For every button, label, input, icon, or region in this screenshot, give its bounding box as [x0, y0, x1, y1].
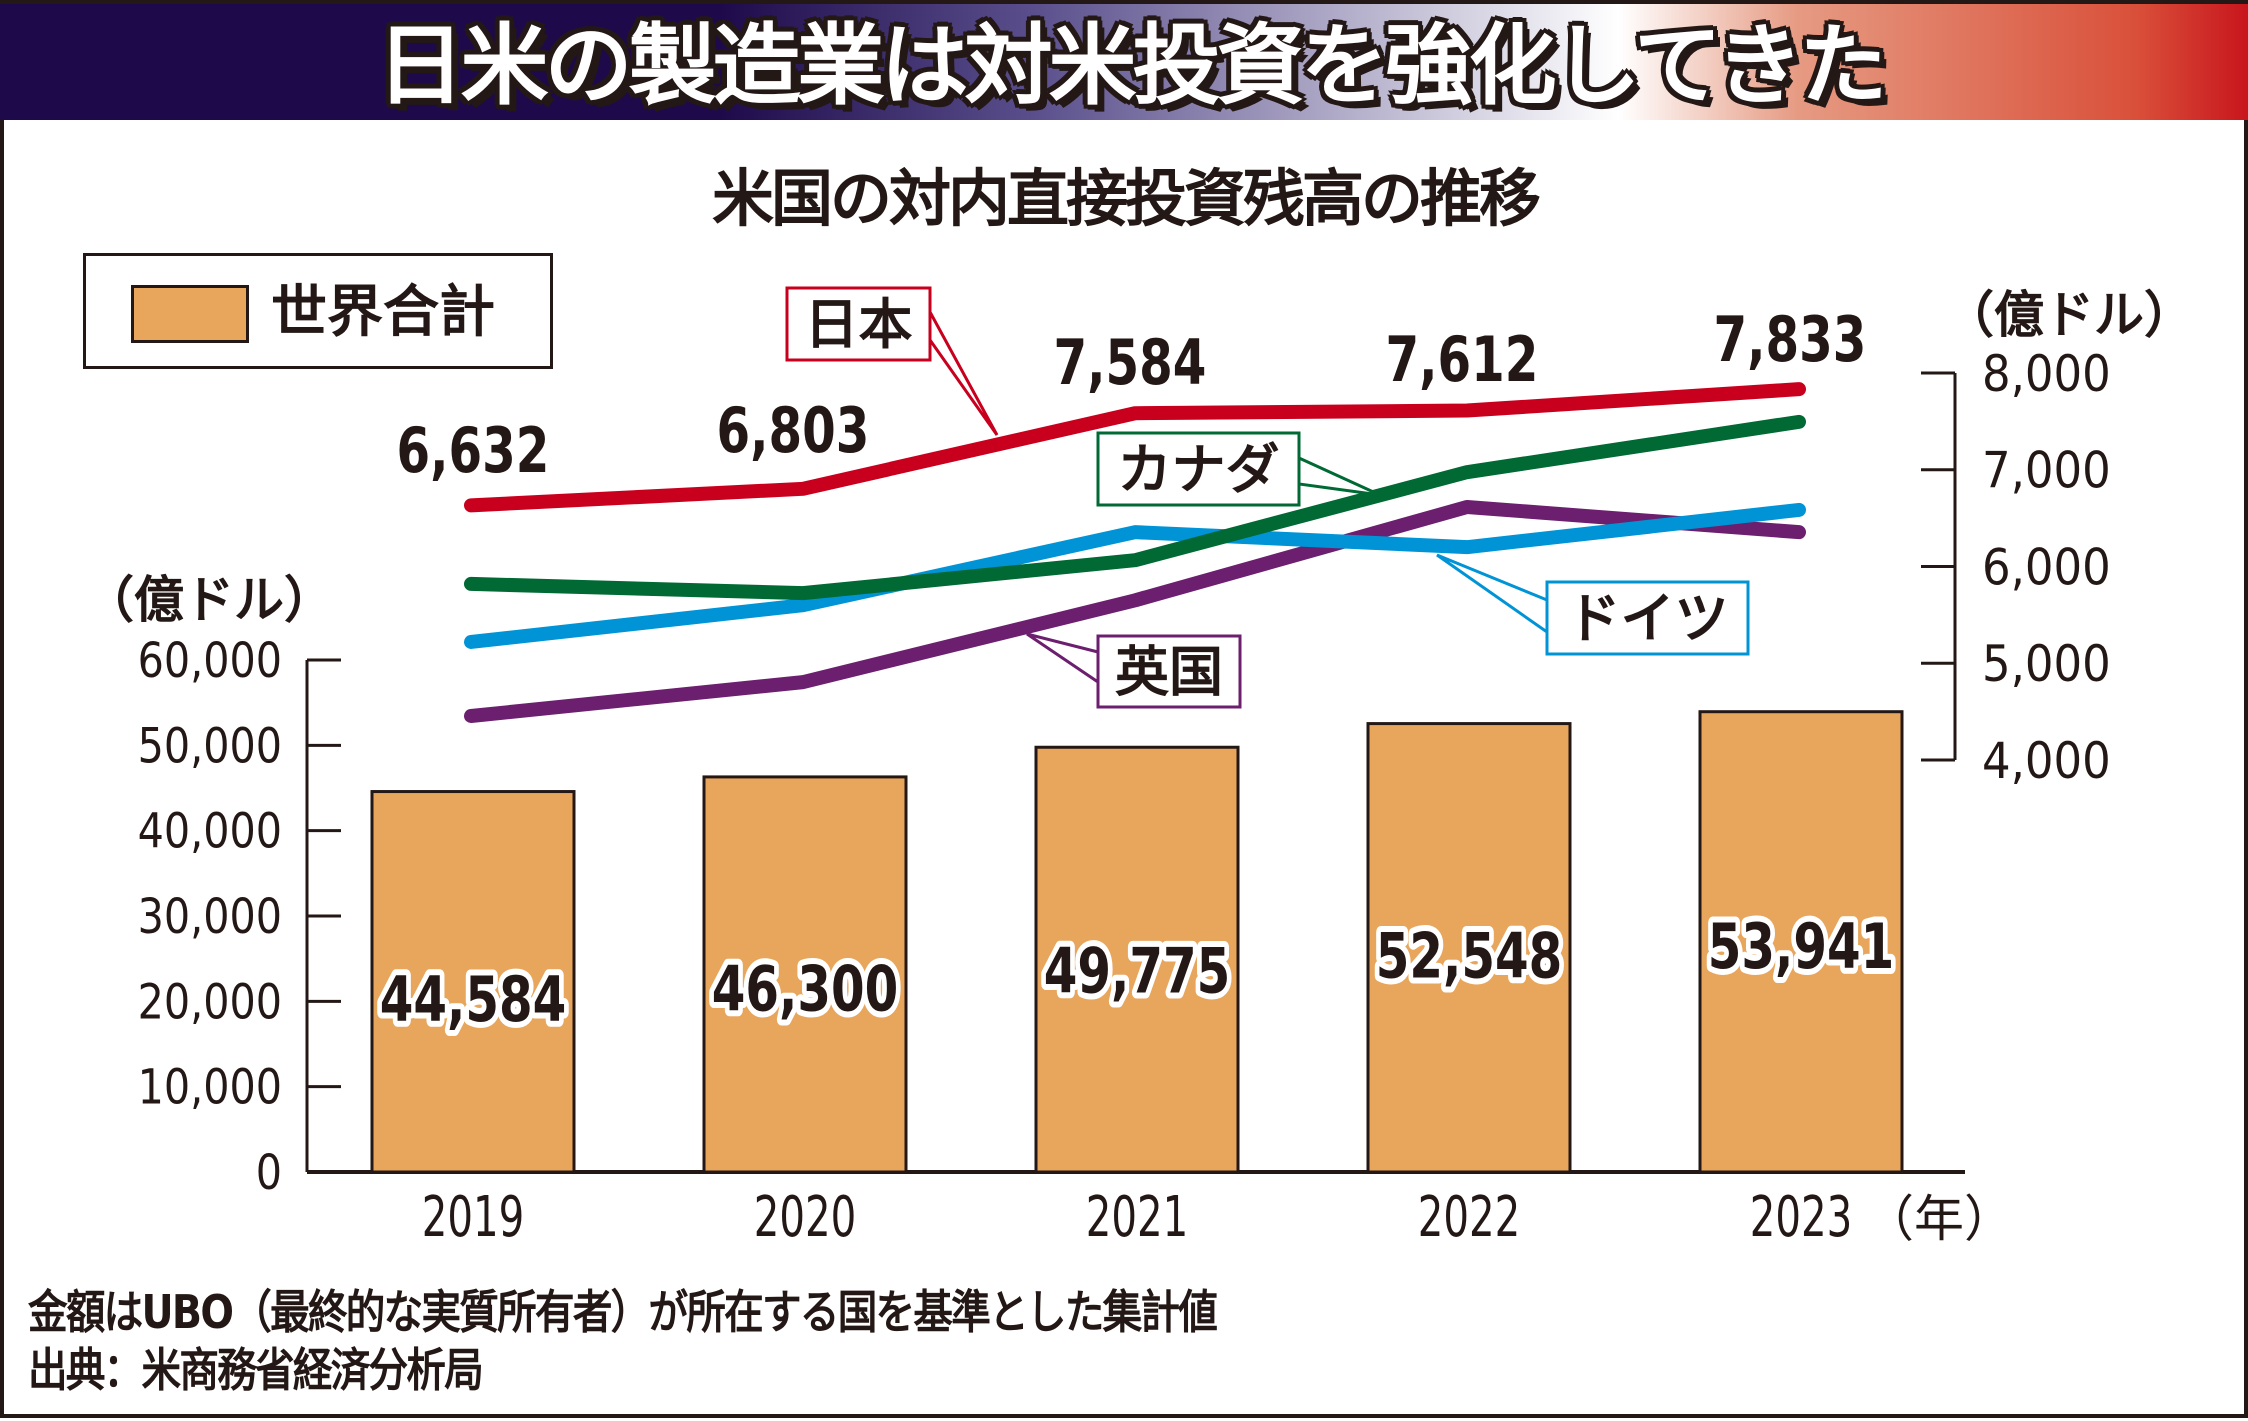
headline-title: 日米の製造業は対米投資を強化してきた [376, 14, 1888, 117]
x-tick-label: 2022 [1418, 1184, 1521, 1249]
source-note: 出典：米商務省経済分析局 [28, 1343, 484, 1397]
japan-value-label: 7,612 [1386, 324, 1539, 396]
right-axis-tick-label: 6,000 [1982, 539, 2111, 597]
bar-value-label: 46,300 [712, 953, 899, 1025]
line-series [464, 382, 1806, 723]
line-canada [464, 414, 1806, 601]
legend-label-world-total: 世界合計 [271, 280, 495, 345]
callout-pointer-uk [1026, 632, 1100, 685]
bar-world-total [1366, 722, 1572, 1174]
left-axis-unit: （億ドル） [84, 571, 334, 629]
left-axis-tick-label: 20,000 [138, 973, 282, 1030]
japan-value-label: 7,833 [1714, 304, 1867, 376]
x-tick-label: 2021 [1086, 1184, 1189, 1249]
x-tick-label: 2019 [422, 1184, 525, 1249]
left-axis-tick-label: 30,000 [138, 888, 282, 945]
right-axis-tick-label: 7,000 [1982, 443, 2111, 501]
callout-box-germany [1545, 580, 1750, 656]
right-axis-unit: （億ドル） [1944, 286, 2194, 344]
left-axis-tick-label: 10,000 [138, 1059, 282, 1116]
bar-world-total [1698, 710, 1904, 1174]
callout-label-germany: ドイツ [1567, 587, 1729, 650]
left-axis-tick-label: 50,000 [138, 717, 282, 774]
footnote: 金額はUBO（最終的な実質所有者）が所在する国を基準とした集計値 [28, 1285, 1218, 1339]
x-axis-unit: （年） [1864, 1190, 2014, 1248]
japan-value-label: 6,803 [717, 395, 870, 467]
left-axis-tick-label: 60,000 [138, 632, 282, 689]
bar-world-total [702, 775, 908, 1174]
left-axis-tick-label: 0 [256, 1144, 282, 1201]
right-axis-tick-label: 4,000 [1982, 733, 2111, 791]
left-axis-tick-label: 40,000 [138, 803, 282, 860]
line-germany [464, 502, 1806, 649]
x-tick-label: 2020 [754, 1184, 857, 1249]
x-axis: 2019 2020 2021 2022 2023 （年） [422, 1184, 2014, 1249]
callout-pointer-canada [1297, 455, 1381, 497]
right-axis: 4,000 5,000 6,000 7,000 8,000（億ドル） [1921, 286, 2194, 791]
legend: 世界合計 [83, 253, 553, 369]
japan-value-label: 6,632 [397, 415, 550, 487]
callout-label-japan: 日本 [805, 293, 913, 356]
bar-value-label: 49,775 [1044, 936, 1231, 1008]
line-japan [464, 382, 1806, 513]
right-axis-tick-label: 8,000 [1982, 346, 2111, 404]
callout-label-uk: 英国 [1115, 641, 1223, 704]
bar-world-total [370, 790, 576, 1174]
x-tick-label: 2023 [1750, 1184, 1853, 1249]
bar-series: 44,584 46,300 49,775 52,548 53,941 [370, 710, 1904, 1174]
data-labels: 6,632 6,803 7,584 7,612 7,833 [397, 304, 1867, 487]
left-axis: 0 10,000 20,000 30,000 40,000 50,000 60,000（億ド… [84, 571, 1965, 1201]
callout-pointer-japan [928, 311, 999, 436]
callout-pointer-germany [1436, 553, 1549, 635]
right-axis-tick-label: 5,000 [1982, 636, 2111, 694]
legend-swatch-world-total [131, 285, 249, 343]
bar-value-label: 53,941 [1708, 911, 1895, 983]
callout-box-japan [785, 286, 932, 362]
japan-value-label: 7,584 [1054, 327, 1207, 399]
line-uk [464, 499, 1806, 723]
bar-value-label: 44,584 [380, 964, 567, 1036]
callout-label-canada: カナダ [1118, 438, 1280, 501]
callout-box-uk [1096, 634, 1242, 709]
bar-value-label: 52,548 [1376, 921, 1563, 993]
bar-world-total [1034, 745, 1240, 1174]
headline-banner: 日米の製造業は対米投資を強化してきた [0, 0, 2248, 120]
chart-title: 米国の対内直接投資残高の推移 [711, 162, 1541, 235]
callout-box-canada [1096, 431, 1301, 507]
